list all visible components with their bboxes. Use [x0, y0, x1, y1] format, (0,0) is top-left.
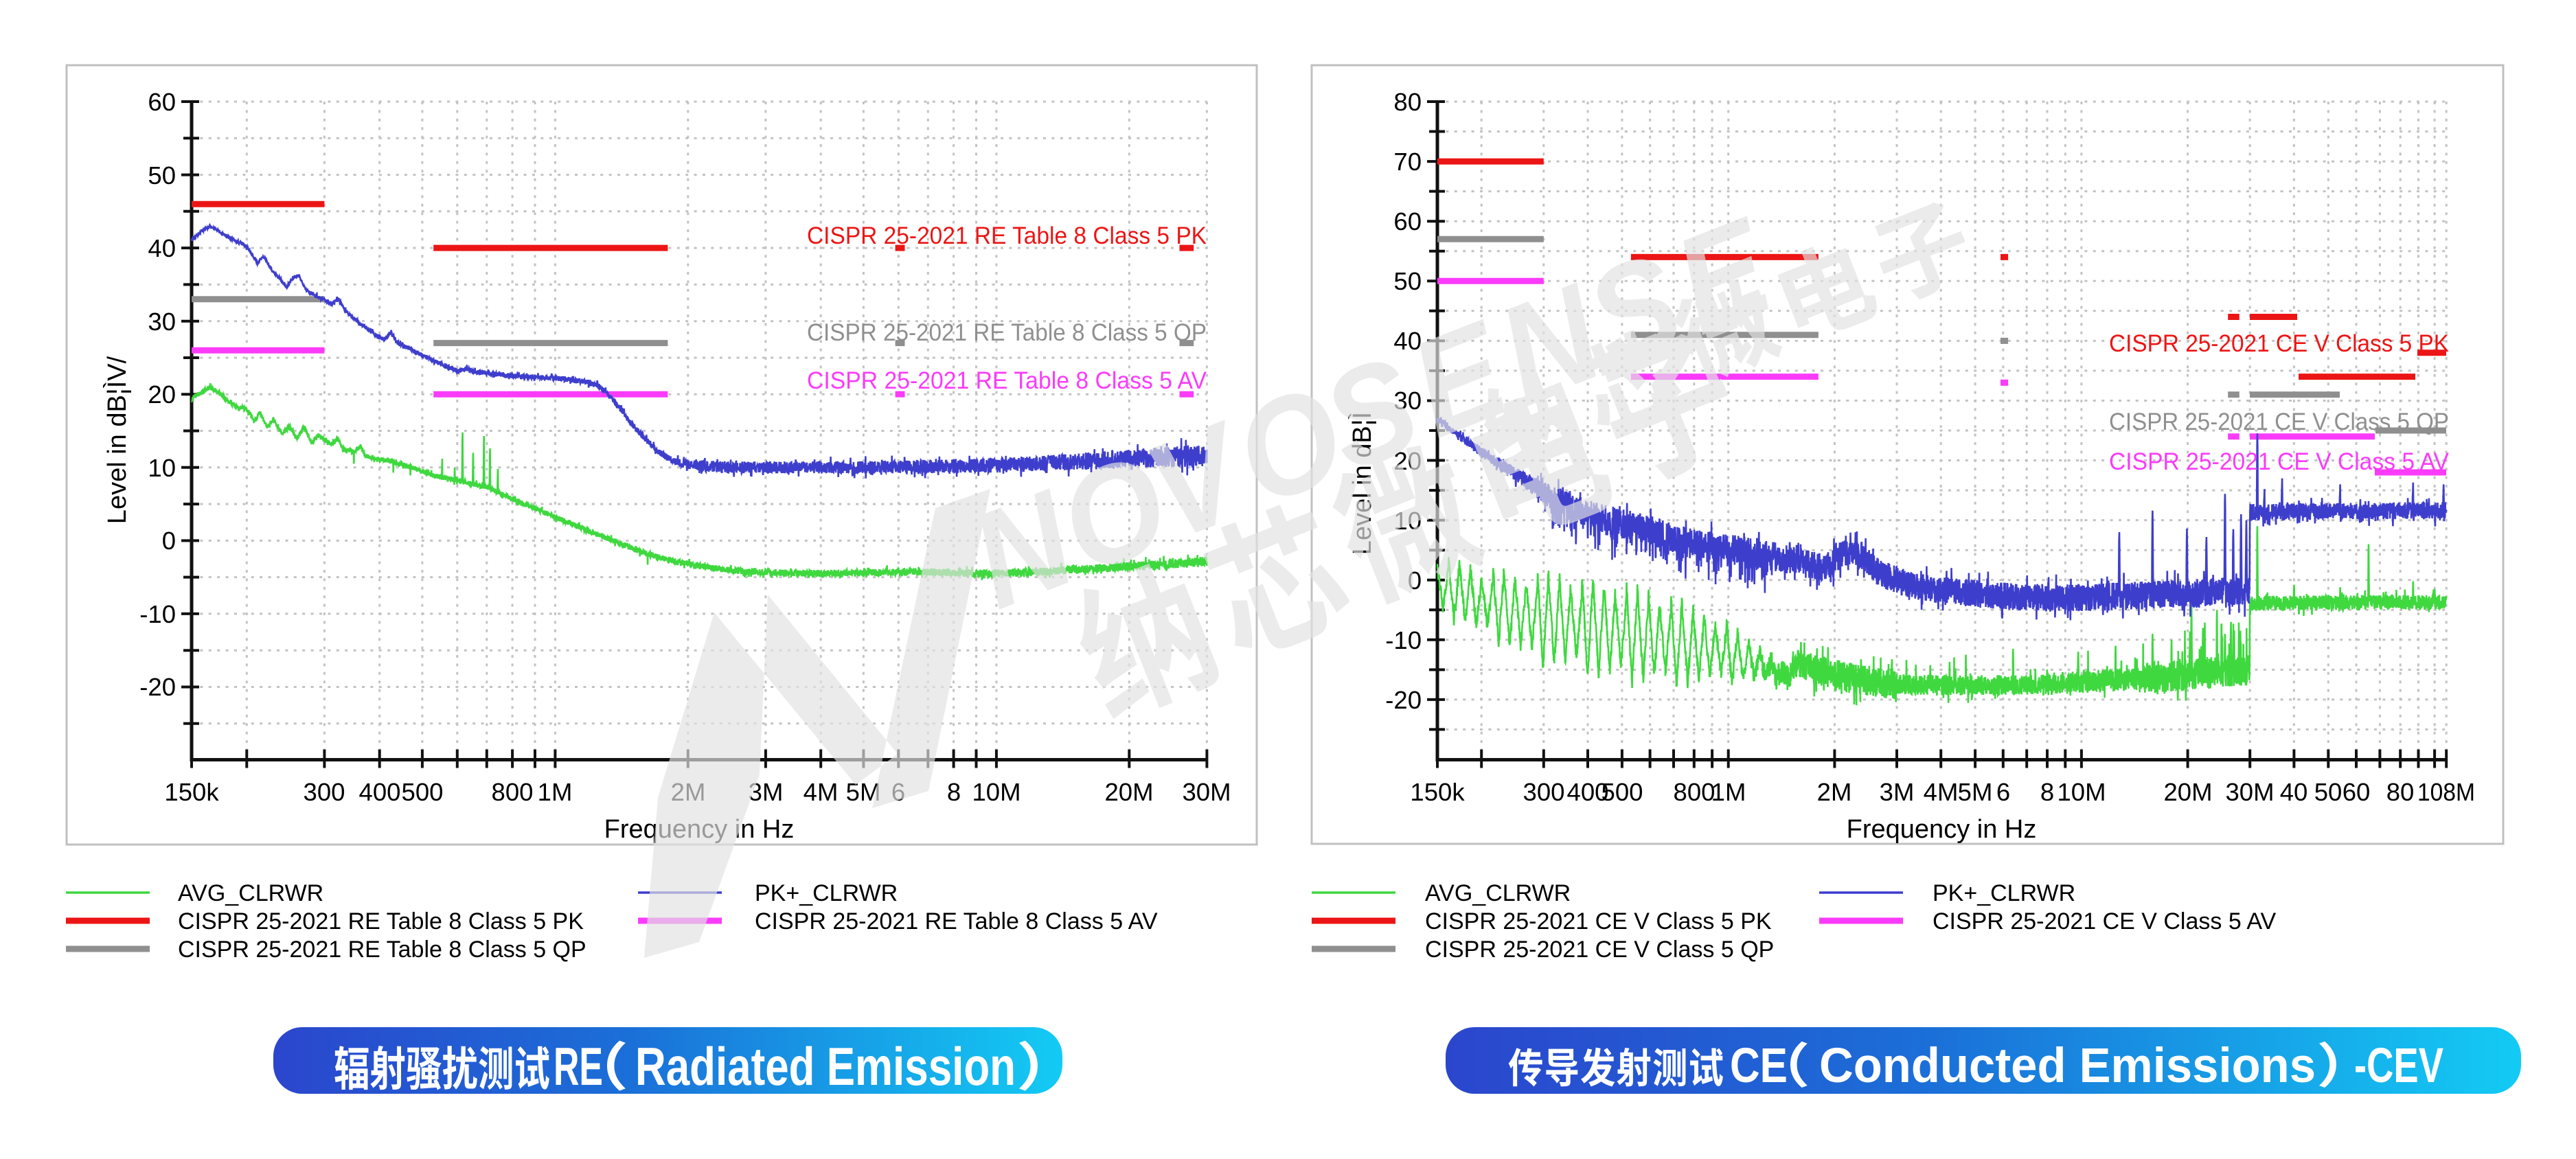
svg-text:6: 6: [1996, 778, 2010, 806]
svg-text:1M: 1M: [1711, 778, 1746, 806]
svg-text:108M: 108M: [2417, 778, 2475, 806]
svg-text:CISPR 25-2021 RE Table 8 Class: CISPR 25-2021 RE Table 8 Class 5 AV: [807, 367, 1207, 394]
svg-text:60: 60: [1393, 207, 1422, 236]
svg-text:CE: CE: [1730, 1039, 1788, 1093]
svg-text:8: 8: [947, 778, 961, 806]
svg-text:400: 400: [359, 778, 401, 806]
svg-text:20M: 20M: [1104, 778, 1153, 806]
svg-text:-20: -20: [1385, 686, 1422, 714]
svg-text:20M: 20M: [2163, 778, 2212, 806]
svg-text:4M: 4M: [803, 778, 839, 806]
svg-text:50: 50: [1393, 267, 1422, 295]
svg-text:40: 40: [1393, 327, 1422, 355]
svg-text:20: 20: [148, 380, 176, 409]
svg-text:300: 300: [1523, 778, 1565, 806]
svg-text:300: 300: [304, 778, 345, 806]
svg-text:70: 70: [1393, 148, 1422, 176]
svg-text:CISPR 25-2021 CE V Class 5 QP: CISPR 25-2021 CE V Class 5 QP: [1425, 937, 1774, 963]
svg-text:40: 40: [2280, 778, 2308, 806]
svg-text:5M: 5M: [1958, 778, 1993, 806]
svg-text:30M: 30M: [1182, 778, 1231, 806]
svg-text:8: 8: [2040, 778, 2054, 806]
svg-text:10M: 10M: [2057, 778, 2106, 806]
svg-text:-20: -20: [139, 673, 176, 701]
svg-text:CISPR 25-2021 CE V Class 5 AV: CISPR 25-2021 CE V Class 5 AV: [1933, 908, 2276, 934]
svg-text:AVG_CLRWR: AVG_CLRWR: [1425, 880, 1571, 906]
svg-text:30: 30: [148, 308, 176, 336]
svg-text:10: 10: [148, 454, 176, 482]
svg-text:CISPR 25-2021 CE V Class 5 PK: CISPR 25-2021 CE V Class 5 PK: [1425, 908, 1772, 934]
svg-text:400: 400: [1567, 778, 1609, 806]
svg-text:50: 50: [148, 161, 176, 190]
svg-text:10M: 10M: [972, 778, 1021, 806]
svg-text:1M: 1M: [538, 778, 573, 806]
svg-text:150k: 150k: [1410, 778, 1465, 806]
svg-text:500: 500: [402, 778, 444, 806]
svg-text:30M: 30M: [2225, 778, 2274, 806]
svg-text:CISPR 25-2021 RE Table 8 Class: CISPR 25-2021 RE Table 8 Class 5 QP: [807, 319, 1207, 346]
svg-text:Level in dB¦ÌV/: Level in dB¦ÌV/: [102, 356, 132, 524]
svg-text:50: 50: [2314, 778, 2343, 806]
svg-text:AVG_CLRWR: AVG_CLRWR: [178, 880, 323, 906]
svg-text:CISPR 25-2021 RE Table 8 Class: CISPR 25-2021 RE Table 8 Class 5 AV: [755, 908, 1158, 934]
svg-text:Conducted Emissions: Conducted Emissions: [1819, 1039, 2316, 1093]
svg-text:60: 60: [2343, 778, 2371, 806]
svg-text:80: 80: [2386, 778, 2415, 806]
svg-text:800: 800: [1674, 778, 1716, 806]
svg-text:150k: 150k: [164, 778, 219, 806]
svg-text:500: 500: [1602, 778, 1643, 806]
svg-text:CISPR 25-2021 RE Table 8 Class: CISPR 25-2021 RE Table 8 Class 5 PK: [178, 908, 584, 934]
svg-text:RE: RE: [554, 1036, 603, 1097]
svg-text:30: 30: [1393, 387, 1422, 415]
svg-text:PK+_CLRWR: PK+_CLRWR: [755, 880, 898, 906]
svg-text:CISPR 25-2021 RE Table 8 Class: CISPR 25-2021 RE Table 8 Class 5 PK: [807, 222, 1207, 249]
svg-text:CISPR 25-2021 RE Table 8 Class: CISPR 25-2021 RE Table 8 Class 5 QP: [178, 937, 586, 963]
svg-text:-10: -10: [1385, 626, 1422, 654]
svg-text:-10: -10: [139, 600, 176, 628]
svg-text:3M: 3M: [1880, 778, 1915, 806]
svg-text:800: 800: [492, 778, 534, 806]
svg-text:PK+_CLRWR: PK+_CLRWR: [1933, 880, 2075, 906]
svg-text:60: 60: [148, 88, 176, 116]
svg-text:-CEV: -CEV: [2354, 1039, 2443, 1093]
svg-text:40: 40: [148, 234, 176, 262]
svg-text:2M: 2M: [1817, 778, 1852, 806]
svg-text:4M: 4M: [1924, 778, 1959, 806]
svg-text:Frequency in Hz: Frequency in Hz: [1847, 815, 2037, 844]
svg-text:Radiated Emission: Radiated Emission: [635, 1036, 1016, 1097]
svg-text:0: 0: [162, 527, 176, 555]
svg-text:CISPR 25-2021 CE V Class 5 PK: CISPR 25-2021 CE V Class 5 PK: [2109, 330, 2449, 357]
svg-text:CISPR 25-2021 CE V Class 5 AV: CISPR 25-2021 CE V Class 5 AV: [2109, 448, 2450, 475]
svg-text:CISPR 25-2021 CE V Class 5 QP: CISPR 25-2021 CE V Class 5 QP: [2109, 409, 2449, 435]
svg-text:80: 80: [1393, 88, 1422, 116]
